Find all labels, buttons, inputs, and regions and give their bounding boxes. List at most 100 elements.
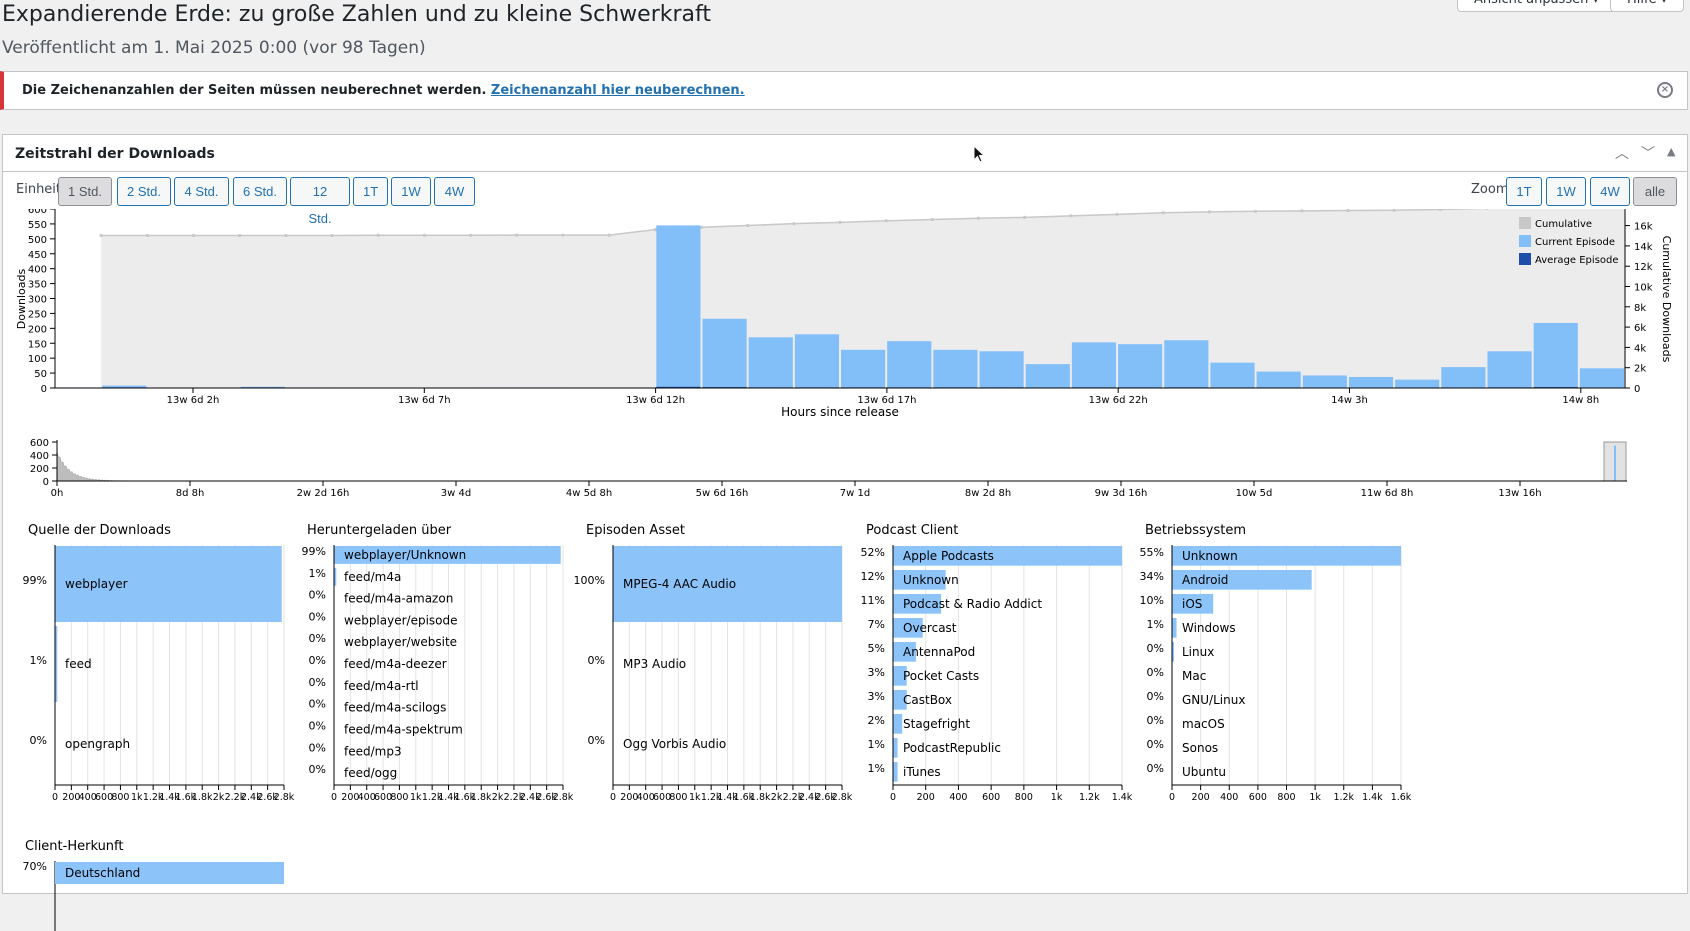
breakdown-x-tick-label: 0 bbox=[610, 792, 616, 803]
unit-1h-button[interactable]: 1 Std. bbox=[58, 177, 112, 206]
breakdown-x-tick-label: 1.6k bbox=[1391, 792, 1412, 803]
breakdown-bar bbox=[893, 666, 907, 686]
y-tick-label: 150 bbox=[28, 339, 47, 350]
breakdown-x-tick-label: 2.2k bbox=[783, 792, 804, 803]
cumulative-point bbox=[515, 233, 519, 237]
legend-swatch bbox=[1519, 217, 1531, 229]
unit-6h-button[interactable]: 6 Std. bbox=[233, 177, 287, 206]
breakdown-x-tick-label: 2.8k bbox=[274, 792, 295, 803]
legend-label: Current Episode bbox=[1535, 237, 1615, 248]
breakdown-x-tick-label: 1.6k bbox=[734, 792, 755, 803]
breakdown-pct-label: 5% bbox=[868, 642, 885, 655]
cumulative-point bbox=[284, 233, 288, 238]
breakdown-bar-label: feed/m4a-scilogs bbox=[344, 701, 446, 715]
overview-x-tick-label: 8w 2d 8h bbox=[965, 488, 1011, 499]
breakdown-x-tick-label: 1.8k bbox=[192, 792, 213, 803]
cumulative-point bbox=[1300, 209, 1304, 213]
breakdown-bar-label: Apple Podcasts bbox=[903, 549, 994, 563]
mouse-cursor-icon bbox=[973, 145, 986, 163]
recalc-link[interactable]: Zeichenanzahl hier neuberechnen. bbox=[490, 83, 745, 98]
breakdown-bar-label: feed/ogg bbox=[344, 766, 397, 780]
unit-4h-button[interactable]: 4 Std. bbox=[174, 177, 229, 206]
breakdown-bar-label: macOS bbox=[1182, 717, 1225, 731]
breakdown-bar-label: opengraph bbox=[65, 737, 130, 751]
triangle-up-icon[interactable]: ▲ bbox=[1667, 145, 1676, 158]
breakdown-x-tick-label: 2.6k bbox=[815, 792, 836, 803]
cumulative-point bbox=[838, 220, 842, 224]
breakdown-bar bbox=[1172, 618, 1177, 638]
unit-label: Einheit bbox=[16, 182, 62, 197]
overview-x-tick-label: 11w 6d 8h bbox=[1361, 488, 1414, 499]
overview-x-tick-label: 8d 8h bbox=[176, 488, 205, 499]
charts-canvas: 0 50 100 150 200 250 300 350 400 450 500 550 600 Down… bbox=[15, 209, 1673, 931]
notice-text: Die Zeichenanzahlen der Seiten müssen ne… bbox=[22, 83, 487, 98]
x-tick-label: 13w 6d 12h bbox=[626, 395, 685, 406]
y-tick-label: 50 bbox=[34, 369, 47, 380]
breakdown-bar-label: Mac bbox=[1182, 669, 1206, 683]
y2-tick-label: 0 bbox=[1634, 384, 1640, 395]
cumulative-point bbox=[422, 233, 427, 237]
y2-tick-label: 16k bbox=[1634, 222, 1653, 233]
chevron-down-icon[interactable]: ﹀ bbox=[1641, 146, 1655, 162]
zoom-alle-button[interactable]: alle bbox=[1633, 177, 1677, 206]
overview-y-tick-label: 400 bbox=[30, 451, 49, 462]
breakdown-bar-label: Unknown bbox=[903, 573, 959, 587]
zoom-1w-button[interactable]: 1W bbox=[1546, 177, 1586, 206]
cumulative-point bbox=[976, 216, 981, 220]
zoom-1t-button[interactable]: 1T bbox=[1506, 177, 1542, 206]
unit-4w-button[interactable]: 4W bbox=[434, 177, 475, 206]
cumulative-point bbox=[1253, 209, 1258, 213]
y2-tick-label: 6k bbox=[1634, 323, 1646, 334]
cumulative-point bbox=[376, 233, 380, 237]
breakdown-bar-label: Ogg Vorbis Audio bbox=[623, 737, 726, 751]
current-episode-bar bbox=[1395, 379, 1440, 388]
cumulative-point bbox=[468, 233, 473, 237]
breakdown-x-tick-label: 0 bbox=[890, 792, 896, 803]
unit-12h-button[interactable]: 12 Std. bbox=[290, 177, 350, 226]
cumulative-point bbox=[330, 233, 334, 238]
y-tick-label: 300 bbox=[28, 295, 47, 306]
close-circle-icon[interactable]: × bbox=[1657, 82, 1673, 98]
breakdown-x-tick-label: 1.4k bbox=[1362, 792, 1383, 803]
breakdown-x-tick-label: 2k bbox=[492, 792, 504, 803]
breakdown-x-tick-label: 200 bbox=[917, 792, 935, 803]
breakdown-bar-label: Stagefright bbox=[903, 717, 970, 731]
unit-1t-button[interactable]: 1T bbox=[353, 177, 388, 206]
breakdown-bar bbox=[55, 626, 58, 702]
breakdown-x-tick-label: 0 bbox=[52, 792, 58, 803]
unit-1w-button[interactable]: 1W bbox=[391, 177, 431, 206]
unit-2h-button[interactable]: 2 Std. bbox=[117, 177, 171, 206]
breakdown-bar-label: CastBox bbox=[903, 693, 952, 707]
cumulative-point bbox=[792, 222, 796, 226]
cumulative-point bbox=[607, 233, 611, 237]
overview-x-tick-label: 13w 16h bbox=[1498, 488, 1541, 499]
breakdown-pct-label: 0% bbox=[1147, 762, 1164, 775]
timeline-chart: 0 50 100 150 200 250 300 350 400 450 500 550 600 Down… bbox=[15, 209, 1673, 419]
screen-options-button[interactable]: Ansicht anpassen ▾ bbox=[1457, 0, 1616, 12]
y-tick-label: 500 bbox=[28, 235, 47, 246]
breakdown-bar bbox=[893, 618, 923, 638]
current-episode-bar bbox=[1302, 375, 1347, 388]
breakdown-bar-label: Pocket Casts bbox=[903, 669, 979, 683]
y2-tick-label: 8k bbox=[1634, 303, 1646, 314]
breakdown-bar-label: MP3 Audio bbox=[623, 657, 686, 671]
help-button[interactable]: Hilfe ▾ bbox=[1610, 0, 1685, 12]
overview-chart[interactable]: 0 200 400 600 0h 8d 8h 2w 2d 16h 3w 4d 4w 5d 8h 5… bbox=[30, 438, 1627, 499]
overview-y-tick-label: 200 bbox=[30, 464, 49, 475]
chevron-up-icon[interactable]: ︿ bbox=[1615, 146, 1629, 162]
breakdown-bar-label: feed/m4a-amazon bbox=[344, 592, 453, 606]
breakdown-x-tick-label: 1.2k bbox=[701, 792, 722, 803]
breakdown-x-tick-label: 2.2k bbox=[504, 792, 525, 803]
breakdown-pct-label: 0% bbox=[309, 632, 326, 645]
current-episode-bar bbox=[887, 341, 932, 388]
breakdown-bar bbox=[334, 546, 561, 564]
breakdown-x-tick-label: 400 bbox=[358, 792, 376, 803]
breakdown-bar bbox=[893, 594, 942, 614]
breakdown-bar bbox=[893, 714, 903, 734]
breakdown-x-tick-label: 800 bbox=[1277, 792, 1295, 803]
cumulative-point bbox=[1438, 209, 1442, 212]
overview-x-tick-label: 10w 5d bbox=[1236, 488, 1273, 499]
breakdown-bar-label: GNU/Linux bbox=[1182, 693, 1245, 707]
legend-label: Average Episode bbox=[1535, 255, 1619, 266]
zoom-4w-button[interactable]: 4W bbox=[1590, 177, 1630, 206]
